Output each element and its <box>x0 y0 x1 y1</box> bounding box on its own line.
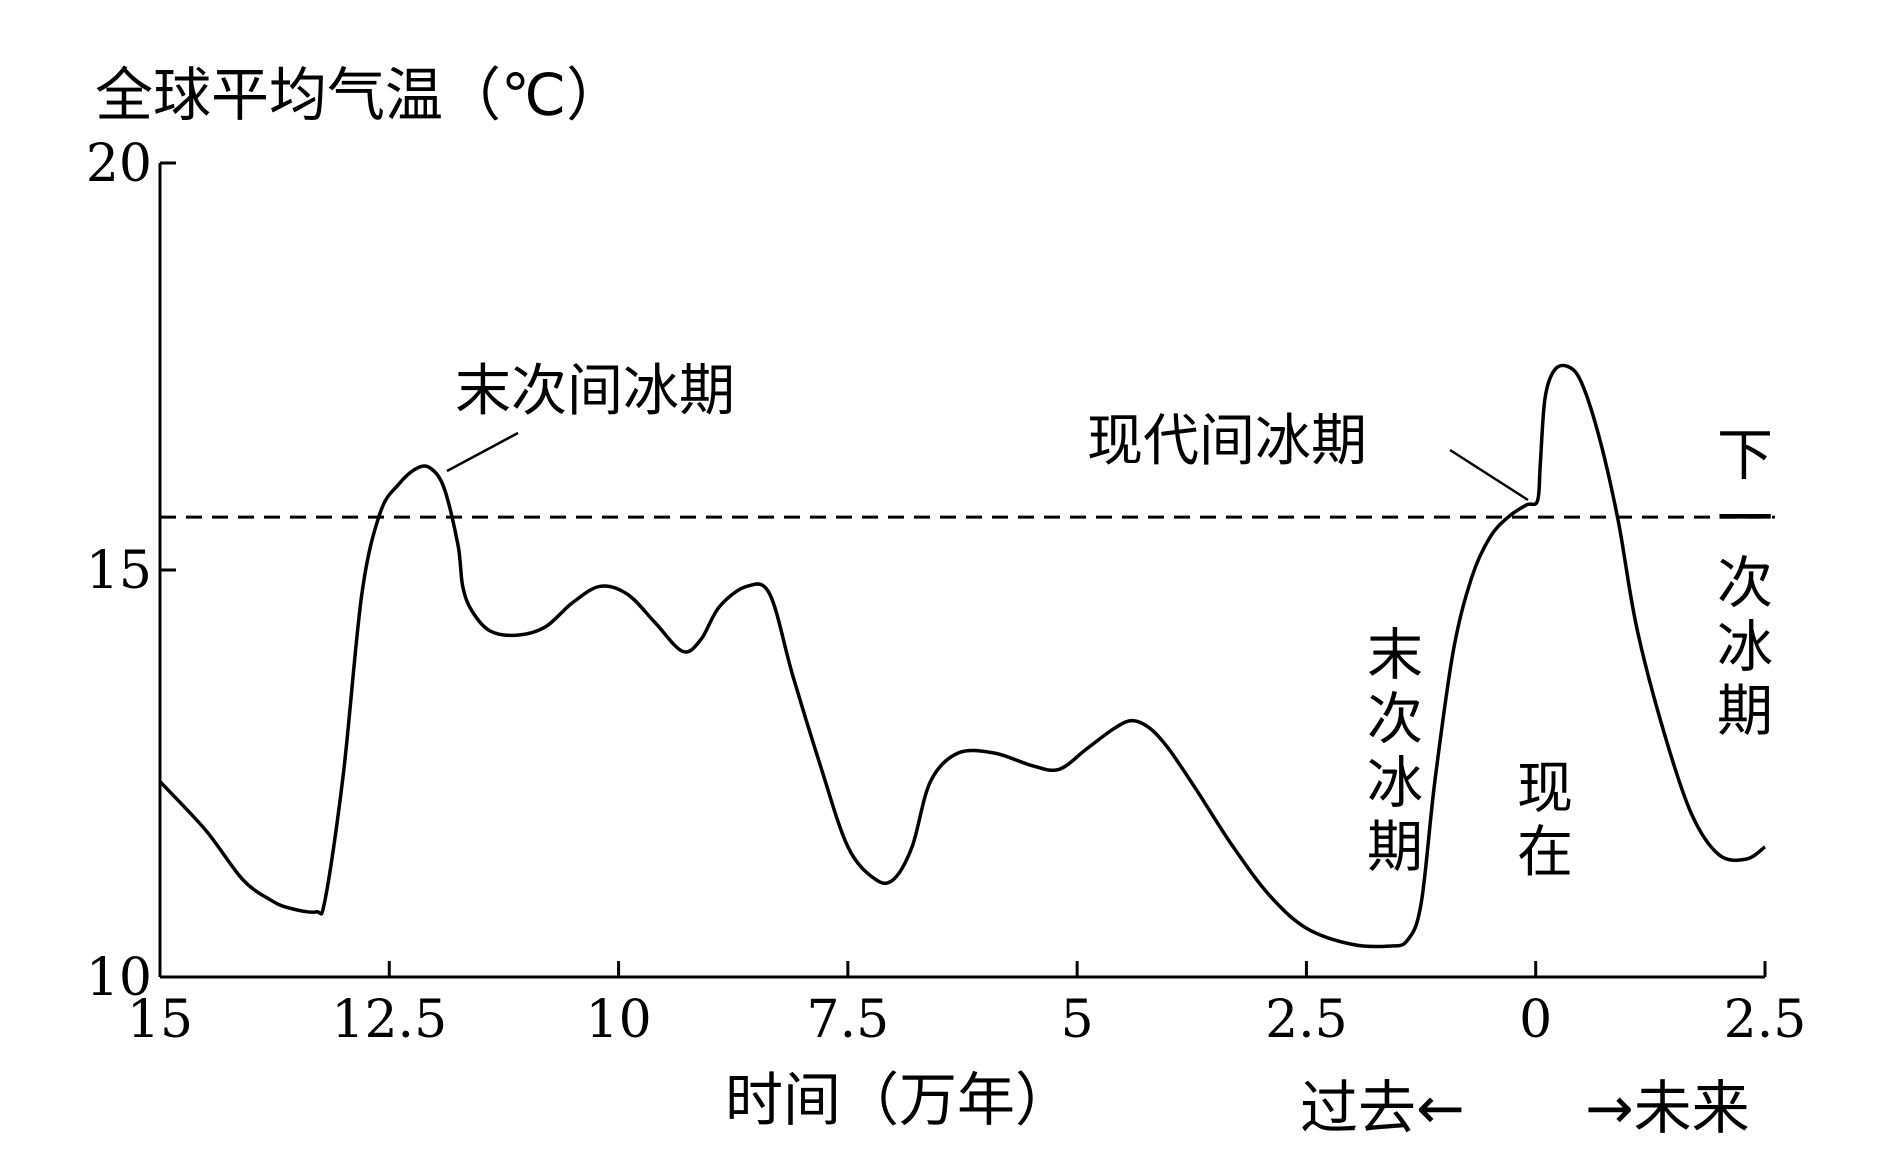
x-tick-label: 7.5 <box>807 990 890 1050</box>
x-axis-title: 时间（万年） <box>725 1066 1073 1134</box>
x-tick-label: 12.5 <box>331 990 447 1050</box>
leader-line-last-interglacial <box>446 431 519 473</box>
annotation-last-interglacial: 末次间冰期 <box>455 359 735 424</box>
x-tick-label: 2.5 <box>1265 990 1348 1050</box>
direction-label-past: 过去← <box>1300 1074 1465 1142</box>
y-tick-label: 10 <box>86 948 152 1008</box>
annotation-next-glacial: 下一次冰期 <box>1708 425 1773 745</box>
x-tick-label: 0 <box>1519 990 1552 1050</box>
y-axis-title: 全球平均气温（℃） <box>95 61 624 129</box>
x-ticks: 15 12.5 10 7.5 5 2.5 0 2.5 <box>127 961 1806 1050</box>
y-tick-label: 15 <box>86 541 152 601</box>
x-tick-label: 5 <box>1061 990 1094 1050</box>
direction-label-future: →未来 <box>1585 1074 1750 1142</box>
annotation-present: 现在 <box>1508 758 1573 886</box>
annotation-current-interglacial: 现代间冰期 <box>1087 409 1367 474</box>
leader-line-current-interglacial <box>1449 448 1529 502</box>
y-ticks: 10 15 20 <box>86 134 176 1008</box>
x-tick-label: 2.5 <box>1724 990 1807 1050</box>
x-tick-label: 15 <box>127 990 193 1050</box>
annotation-last-glacial: 末次冰期 <box>1358 625 1423 881</box>
series-line <box>158 363 1767 949</box>
x-tick-label: 10 <box>585 990 651 1050</box>
y-tick-label: 20 <box>86 134 152 194</box>
